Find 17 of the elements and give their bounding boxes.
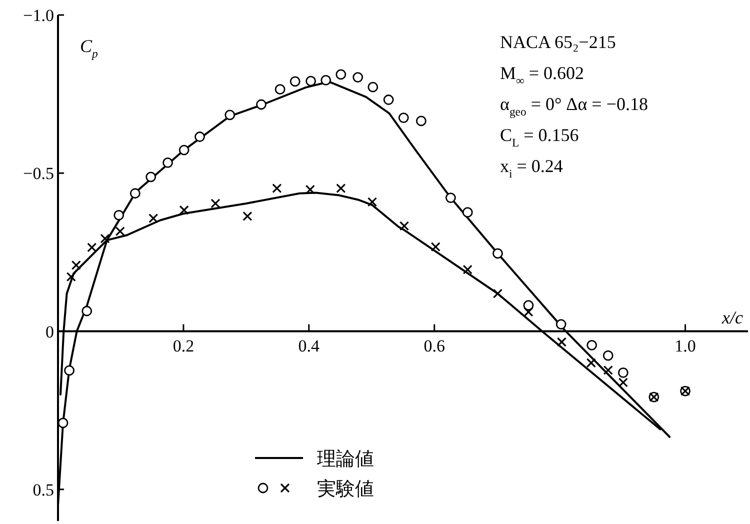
- annotation: M$_{∞}$ = 0.602: [500, 63, 584, 88]
- annotation: NACA 65₂−215: [500, 32, 616, 52]
- x-tick-label: 0.6: [424, 336, 445, 356]
- y-tick-label: 0.5: [32, 480, 54, 500]
- y-tick-label: 0: [46, 322, 54, 342]
- annotation: x$_{i}$ = 0.24: [500, 156, 563, 180]
- x-tick-label: 0.2: [172, 336, 194, 356]
- x-axis-title: x/c: [721, 307, 744, 328]
- legend-label: 理論値: [317, 448, 374, 470]
- y-axis-title: C$_{p}$: [80, 36, 98, 60]
- x-tick-label: 1.0: [674, 336, 696, 356]
- x-tick-label: 0.4: [298, 336, 320, 356]
- y-tick-label: −1.0: [23, 6, 54, 25]
- legend-label: 実験値: [317, 478, 374, 500]
- annotation: C$_{L}$ = 0.156: [500, 125, 579, 150]
- y-tick-label: −0.5: [23, 164, 54, 184]
- annotation: α$_{geo}$ = 0° Δα = −0.18: [500, 94, 648, 118]
